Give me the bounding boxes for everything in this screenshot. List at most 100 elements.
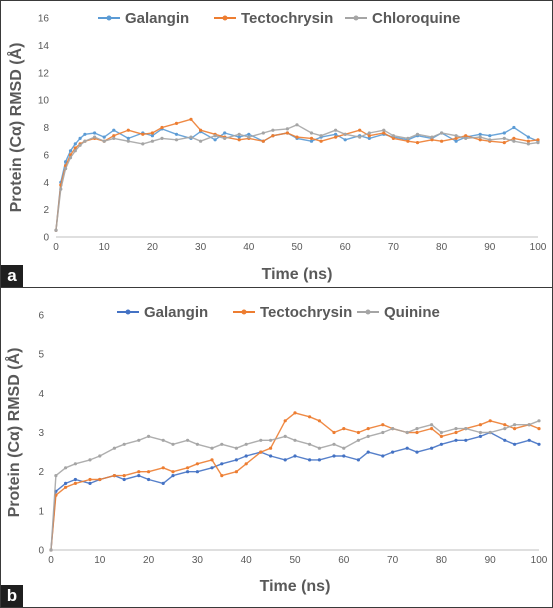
data-point [536, 138, 540, 142]
series-line [55, 126, 539, 231]
data-point [247, 135, 251, 139]
data-point [513, 427, 517, 431]
chart-a: 0 10 20 30 40 50 60 70 80 90 100 0 2 4 6 8 10 12 14 16 Time … [6, 10, 547, 283]
data-point [382, 131, 386, 135]
y-tick-label: 0 [43, 233, 49, 244]
y-tick-label: 1 [38, 506, 44, 517]
data-point [73, 462, 77, 466]
data-point [332, 454, 336, 458]
legend-marker [106, 15, 112, 21]
y-tick-label: 4 [43, 178, 49, 189]
series-tectochrysin [54, 117, 540, 232]
data-point [391, 427, 395, 431]
data-point [358, 135, 362, 139]
data-point [308, 415, 312, 419]
data-point [234, 470, 238, 474]
x-tick-label: 10 [94, 555, 106, 566]
data-point [503, 423, 507, 427]
data-point [381, 430, 385, 435]
data-point [478, 423, 482, 427]
y-tick-label: 5 [38, 350, 44, 361]
legend-label: Tectochrysin [260, 304, 352, 321]
data-point [271, 128, 275, 132]
data-point [244, 454, 248, 458]
data-point [537, 419, 541, 423]
data-point [64, 481, 68, 485]
data-point [513, 442, 517, 446]
data-point [171, 442, 175, 446]
data-point [381, 454, 385, 458]
data-point [440, 131, 444, 135]
data-point [440, 139, 444, 143]
data-point [161, 481, 165, 485]
data-point [406, 136, 410, 140]
data-point [464, 427, 468, 431]
data-point [406, 139, 410, 143]
y-tick-label: 10 [38, 96, 50, 107]
data-point [283, 458, 287, 462]
data-point [269, 454, 273, 458]
legend-label: Galangin [144, 304, 208, 321]
legend-label: Chloroquine [372, 10, 460, 27]
data-point [147, 470, 151, 474]
x-tick-label: 70 [388, 242, 400, 253]
data-point [367, 134, 371, 138]
data-point [64, 466, 68, 470]
data-point [526, 142, 531, 146]
data-point [454, 136, 458, 140]
data-point [174, 121, 179, 125]
data-point [513, 423, 517, 427]
series-line [50, 412, 540, 551]
x-tick-label: 50 [291, 242, 303, 253]
data-point [88, 458, 92, 462]
data-point [527, 438, 531, 442]
data-point [293, 438, 297, 442]
data-point [503, 438, 507, 442]
x-tick-label: 30 [192, 555, 204, 566]
data-point [83, 132, 87, 136]
data-point [213, 138, 217, 142]
data-point [415, 141, 420, 145]
data-point [512, 125, 516, 130]
data-point [220, 462, 224, 466]
data-point [54, 474, 58, 478]
data-point [54, 228, 58, 232]
y-tick-label: 16 [38, 14, 50, 25]
data-point [334, 132, 338, 136]
data-point [405, 430, 409, 435]
x-tick-label: 40 [241, 555, 253, 566]
y-axis-title: Protein (Cα) RMSD (Å) [4, 348, 23, 518]
data-point [430, 427, 434, 431]
data-point [259, 450, 263, 454]
data-point [454, 134, 458, 138]
series-quinine [49, 419, 541, 552]
data-point [112, 134, 116, 138]
data-point [391, 450, 395, 454]
data-point [186, 466, 190, 470]
data-point [367, 131, 371, 135]
legend-label: Quinine [384, 304, 440, 321]
data-point [366, 427, 370, 431]
data-point [160, 125, 164, 130]
data-point [285, 127, 289, 131]
panel-a: 0 10 20 30 40 50 60 70 80 90 100 0 2 4 6 8 10 12 14 16 Time … [1, 1, 552, 287]
data-point [189, 117, 193, 121]
data-point [237, 132, 241, 136]
y-axis-title: Protein (Cα) RMSD (Å) [6, 43, 25, 213]
series-line [50, 420, 540, 551]
data-point [88, 477, 92, 482]
data-point [171, 470, 175, 474]
x-tick-label: 100 [530, 242, 547, 253]
y-tick-label: 2 [43, 205, 49, 216]
data-point [112, 136, 116, 140]
data-point [220, 442, 224, 446]
data-point [317, 419, 321, 423]
data-point [210, 446, 214, 450]
data-point [334, 135, 338, 139]
data-point [150, 131, 154, 135]
y-tick-label: 14 [38, 41, 50, 52]
data-point [309, 139, 314, 143]
legend-marker [222, 15, 228, 21]
data-point [391, 136, 395, 140]
